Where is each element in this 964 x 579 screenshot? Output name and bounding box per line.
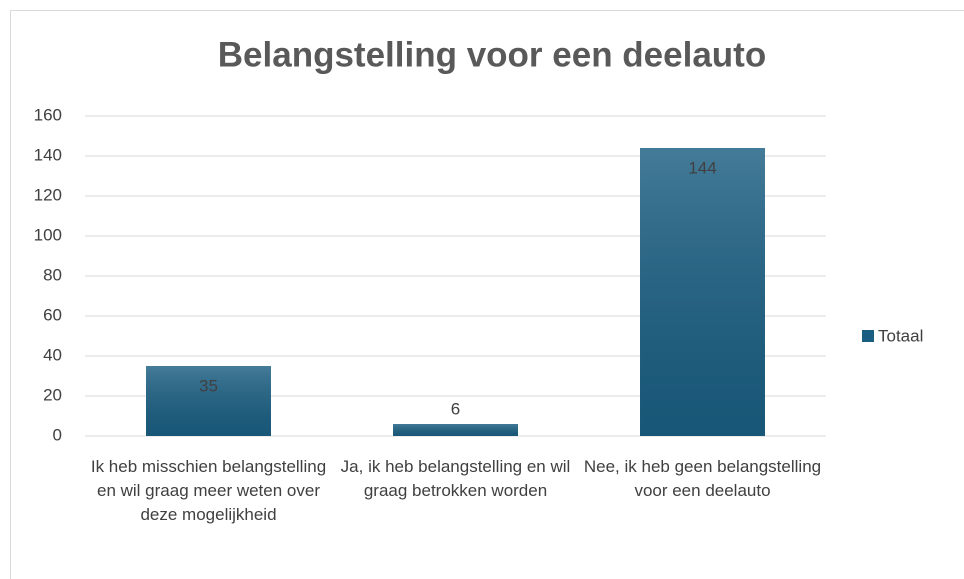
x-tick-label: Ik heb misschien belangstelling en wil g… — [90, 457, 327, 524]
y-tick-label: 140 — [34, 145, 62, 164]
y-tick-label: 80 — [43, 265, 62, 284]
y-tick-label: 60 — [43, 305, 62, 324]
chart-border — [10, 10, 964, 579]
y-tick-label: 20 — [43, 385, 62, 404]
y-tick-label: 160 — [34, 105, 62, 124]
y-tick-label: 100 — [34, 225, 62, 244]
value-label: 144 — [688, 158, 716, 177]
bar — [640, 148, 765, 436]
legend-label: Totaal — [878, 326, 923, 345]
value-label: 6 — [451, 399, 460, 418]
legend-swatch — [862, 330, 874, 342]
x-tick-label: Ja, ik heb belangstelling en wil graag b… — [340, 457, 571, 500]
y-tick-label: 0 — [53, 425, 62, 444]
bar — [393, 424, 518, 436]
x-tick-label: Nee, ik heb geen belangstelling voor een… — [583, 457, 822, 500]
chart-title: Belangstelling voor een deelauto — [218, 35, 766, 74]
value-label: 35 — [199, 376, 218, 395]
y-tick-label: 40 — [43, 345, 62, 364]
y-tick-label: 120 — [34, 185, 62, 204]
